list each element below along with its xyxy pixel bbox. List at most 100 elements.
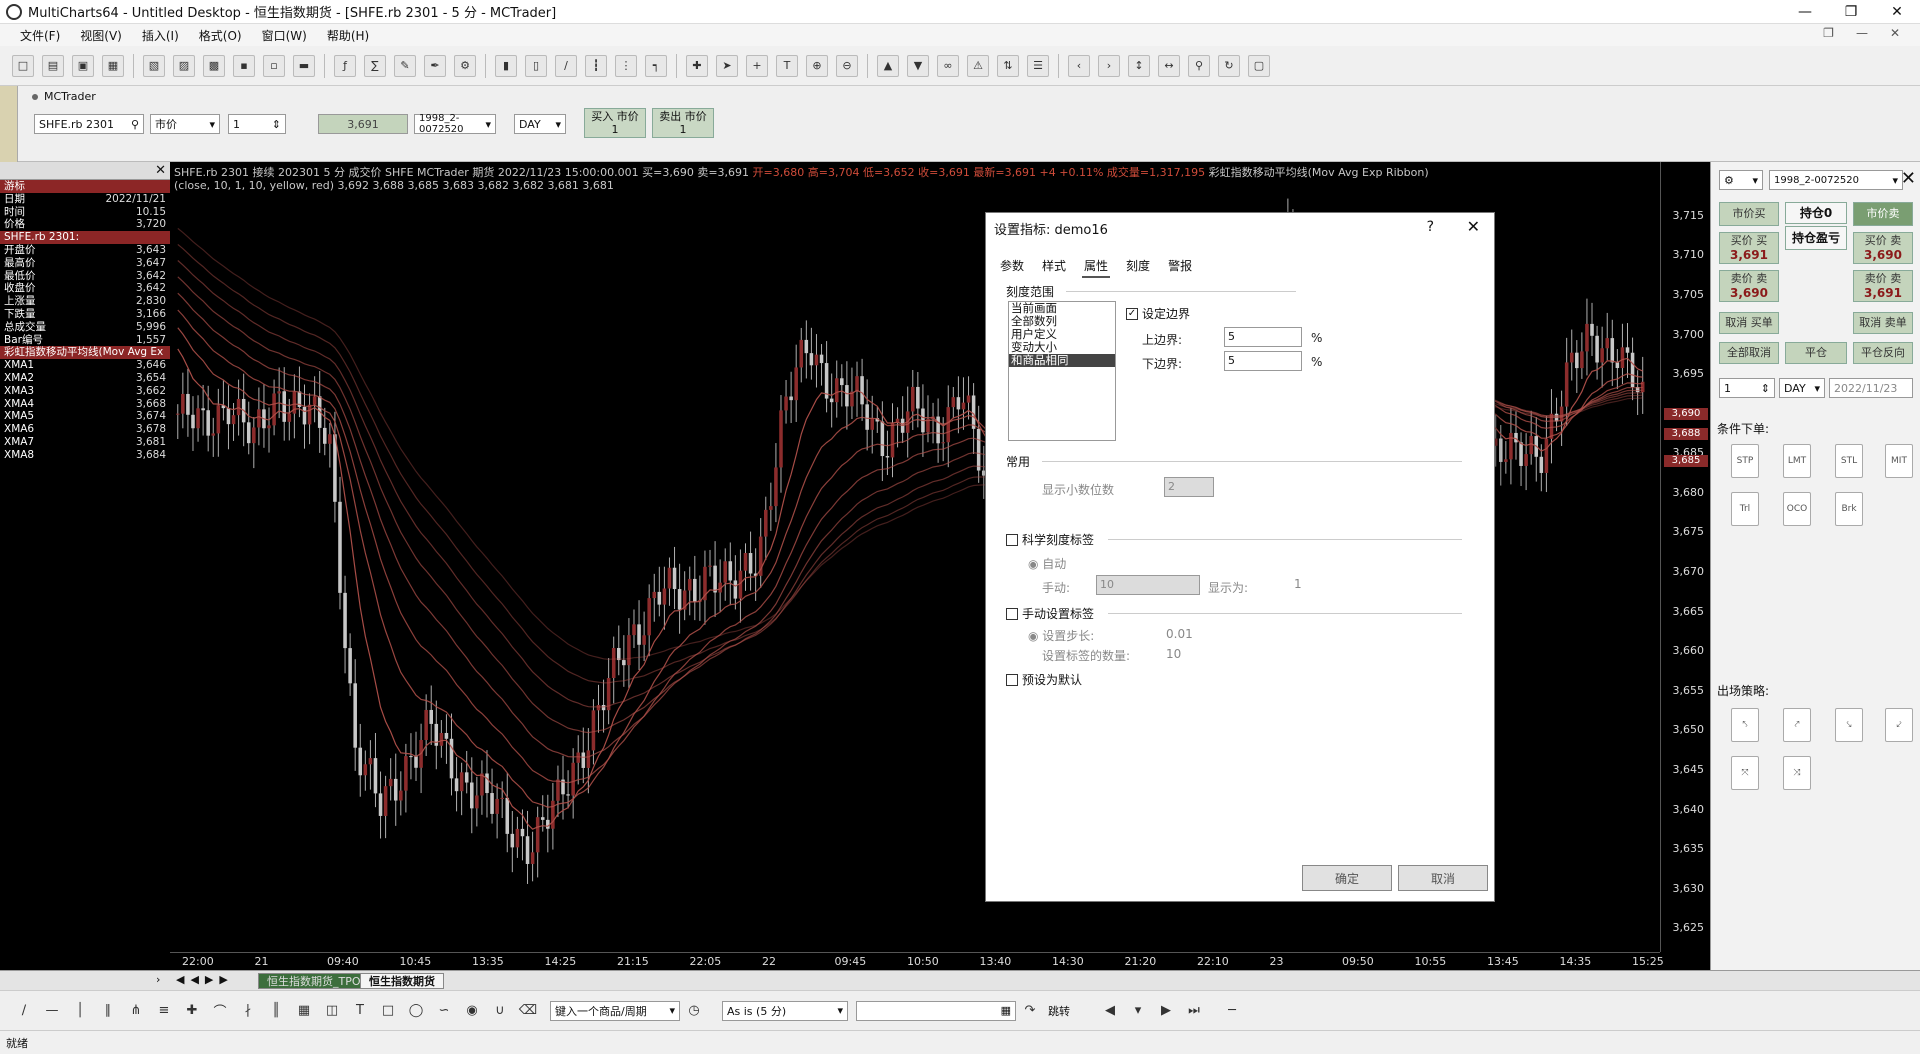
open-icon[interactable]: ▦ (102, 54, 124, 77)
mdi-minimize-icon[interactable]: — (1855, 26, 1868, 40)
tab-scaling[interactable]: 刻度 (1126, 259, 1151, 273)
manual-tags-checkbox[interactable]: 手动设置标签 (1006, 605, 1094, 622)
close-icon[interactable]: ✕ (1891, 4, 1903, 20)
format-indicator-icon[interactable]: ✎ (394, 54, 416, 77)
insert-study-icon[interactable]: ▨ (173, 54, 195, 77)
scanner-icon[interactable]: ▪ (233, 54, 255, 77)
time-axis[interactable]: 22:00 21 09:40 10:45 13:35 14:25 21:15 22:05 22 0… (170, 952, 1664, 970)
pointer-icon[interactable]: ➤ (716, 54, 738, 77)
zoom-in-icon[interactable]: ⊕ (806, 54, 828, 77)
scroll-right-icon[interactable]: › (1098, 54, 1120, 77)
exit-strategy-5-icon[interactable]: ⤧ (1731, 756, 1759, 790)
bracket-order-icon[interactable]: Brk (1835, 492, 1863, 526)
drawing-tools-icon[interactable]: ✒ (424, 54, 446, 77)
ask-sell-button[interactable]: 卖价 卖 3,691 (1853, 270, 1913, 302)
exit-strategy-2-icon[interactable]: ⤤ (1783, 708, 1811, 742)
scale-option-current-screen[interactable]: 当前画面 (1011, 301, 1057, 315)
buy-market-button[interactable]: 买入 市价 1 (584, 108, 646, 138)
expand-icon[interactable]: ↕ (1128, 54, 1150, 77)
exit-strategy-3-icon[interactable]: ⤥ (1835, 708, 1863, 742)
cancel-all-button[interactable]: 全部取消 (1719, 342, 1779, 364)
order-type-select[interactable]: 市价 ▾ (150, 114, 220, 134)
freehand-icon[interactable]: ∽ (438, 1003, 450, 1018)
flatten-button[interactable]: 平仓 (1785, 342, 1847, 364)
exit-strategy-4-icon[interactable]: ⤦ (1885, 708, 1913, 742)
ok-button[interactable]: 确定 (1302, 865, 1392, 891)
mdi-restore-icon[interactable]: ❐ (1823, 26, 1834, 40)
tab-navigation-icon[interactable]: ◀◀▶▶ (176, 973, 234, 986)
jump-label[interactable]: 跳转 (1048, 1004, 1070, 1018)
step-radio[interactable]: ◉ 设置步长: (1028, 629, 1095, 643)
quantity-stepper[interactable]: 1 ⇕ (228, 114, 286, 134)
text-tool-icon[interactable]: T (356, 1003, 364, 1018)
upper-margin-input[interactable]: 5 (1224, 327, 1302, 347)
collapse-icon[interactable]: › (156, 973, 161, 986)
ray-icon[interactable]: — (45, 1003, 59, 1018)
grid-icon[interactable]: ▦ (297, 1003, 311, 1018)
quote-manager-icon[interactable]: ▩ (203, 54, 225, 77)
chart-type-hlc-icon[interactable]: ┑ (645, 54, 667, 77)
panel-account-select[interactable]: 1998_2-0072520 ▾ (1769, 170, 1903, 190)
menu-file[interactable]: 文件(F) (20, 28, 61, 43)
dom-icon[interactable]: ▫ (263, 54, 285, 77)
chart-trading-icon[interactable]: ▲ (877, 54, 899, 77)
speed-lines-icon[interactable]: ∤ (244, 1003, 252, 1018)
gann-icon[interactable]: ✚ (186, 1003, 198, 1018)
clock-icon[interactable]: ◷ (688, 1003, 700, 1018)
search-icon[interactable]: ⚲ (1188, 54, 1210, 77)
trendline-icon[interactable]: ∕ (21, 1003, 27, 1018)
symbol-input[interactable]: SHFE.rb 2301 ⚲ (34, 114, 144, 134)
tif-select[interactable]: DAY ▾ (514, 114, 566, 134)
mit-order-icon[interactable]: MIT (1885, 444, 1913, 478)
scroll-left-icon[interactable]: ‹ (1068, 54, 1090, 77)
tab-alerts[interactable]: 警报 (1168, 259, 1193, 273)
market-buy-button[interactable]: 市价买 (1719, 202, 1779, 226)
marker-icon[interactable]: ◉ (466, 1003, 478, 1018)
vertical-line-icon[interactable]: │ (76, 1003, 84, 1018)
account-select[interactable]: 1998_2-0072520 ▾ (414, 113, 496, 135)
scroll-down-icon[interactable]: ▾ (1134, 1003, 1142, 1018)
chart-type-ohlc-icon[interactable]: ┇ (585, 54, 607, 77)
pitchfork-icon[interactable]: ⋔ (130, 1003, 142, 1018)
lower-margin-input[interactable]: 5 (1224, 351, 1302, 371)
zoom-out-icon[interactable]: ⊖ (836, 54, 858, 77)
restore-icon[interactable]: ❐ (1844, 4, 1858, 20)
save-icon[interactable]: ▣ (72, 54, 94, 77)
stop-limit-order-icon[interactable]: STL (1835, 444, 1863, 478)
text-icon[interactable]: T (776, 54, 798, 77)
data-mode-select[interactable]: As is (5 分) ▾ (722, 1000, 848, 1021)
panel-date-field[interactable]: 2022/11/23 (1829, 378, 1913, 398)
scroll-end-icon[interactable]: ⏭ (1188, 1003, 1200, 1018)
channel-icon[interactable]: ∥ (104, 1003, 112, 1018)
reverse-button[interactable]: 平仓反向 (1853, 342, 1913, 364)
eraser-icon[interactable]: ⌫ (518, 1003, 538, 1018)
tab-hsi-tpo[interactable]: 恒生指数期货_TPO (258, 973, 370, 989)
scientific-labels-checkbox[interactable]: 科学刻度标签 (1006, 531, 1094, 548)
tab-inputs[interactable]: 参数 (1000, 259, 1025, 273)
refresh-icon[interactable]: ↻ (1218, 54, 1240, 77)
close-icon[interactable]: ✕ (1900, 168, 1916, 189)
close-icon[interactable]: ✕ (155, 163, 166, 178)
scale-option-fixed-size[interactable]: 变动大小 (1011, 340, 1057, 354)
alert-icon[interactable]: ⚠ (967, 54, 989, 77)
menu-view[interactable]: 视图(V) (80, 28, 122, 43)
chart-type-line-icon[interactable]: ∕ (555, 54, 577, 77)
trailing-order-icon[interactable]: Trl (1731, 492, 1759, 526)
market-sell-button[interactable]: 市价卖 (1853, 202, 1913, 226)
oco-order-icon[interactable]: OCO (1783, 492, 1811, 526)
chart-type-candle-icon[interactable]: ▮ (495, 54, 517, 77)
date-jump-input[interactable]: ▦ (856, 1000, 1016, 1021)
portfolio-icon[interactable]: ▬ (293, 54, 315, 77)
menu-help[interactable]: 帮助(H) (326, 28, 370, 43)
price-field[interactable]: 3,691 (318, 114, 408, 134)
order-icon[interactable]: ▼ (907, 54, 929, 77)
bid-buy-button[interactable]: 买价 买 3,691 (1719, 232, 1779, 264)
chart-type-dot-icon[interactable]: ⋮ (615, 54, 637, 77)
help-icon[interactable]: ? (1426, 219, 1434, 235)
stop-order-icon[interactable]: STP (1731, 444, 1759, 478)
scale-option-user-defined[interactable]: 用户定义 (1011, 327, 1057, 341)
exit-strategy-6-icon[interactable]: ⤨ (1783, 756, 1811, 790)
plus-icon[interactable]: + (746, 54, 768, 77)
new-chart-icon[interactable]: ▤ (42, 54, 64, 77)
scale-option-entire-series[interactable]: 全部数列 (1011, 314, 1057, 328)
